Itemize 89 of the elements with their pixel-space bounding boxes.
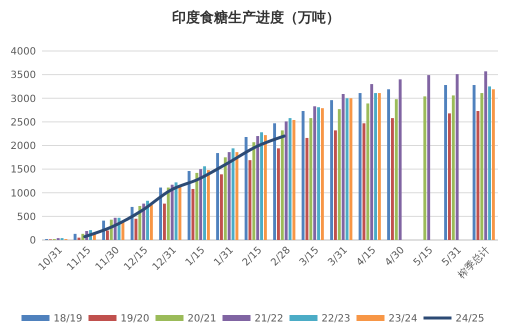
bar [216,153,220,240]
bar [178,186,182,240]
bar [342,94,345,240]
bar [142,204,146,240]
bar [366,103,370,240]
y-tick-label: 3500 [10,70,36,82]
bar [358,93,362,240]
bar [288,118,292,240]
bar [166,188,170,240]
bar [448,113,451,240]
bar [174,182,178,240]
legend-label: 24/25 [456,314,484,324]
bar [306,138,308,240]
bar [394,99,398,240]
bar [203,166,206,240]
legend-label: 18/19 [54,314,82,324]
bar [370,84,374,240]
bar [273,123,276,240]
bar [476,111,480,240]
bar [220,174,223,240]
bar [163,204,166,240]
bar [188,171,191,240]
y-tick-label: 2000 [10,141,36,152]
bar [138,206,142,240]
bar [423,96,426,240]
y-tick-label: 3000 [10,94,36,105]
bar [378,93,381,240]
bar [199,169,202,240]
bar [228,152,231,240]
bar [192,188,194,240]
bar [456,74,459,240]
bar [346,98,348,240]
bar [159,188,162,240]
bar [330,100,334,240]
bar [277,148,280,240]
bar [206,170,210,240]
bar [284,121,288,240]
bar [292,120,296,240]
bar [195,172,198,240]
bar [256,136,260,240]
bar [480,93,484,240]
line-series [83,134,286,238]
y-tick-label: 4000 [10,46,36,58]
legend-label: 23/24 [388,314,418,324]
bar [252,142,256,240]
bar [488,86,491,240]
bar [235,152,238,240]
y-tick-label: 500 [16,212,36,223]
y-tick-label: 1000 [10,188,36,200]
bar [244,136,248,240]
bar [260,132,263,240]
bar [150,205,153,240]
bar [74,234,77,240]
bar [387,89,390,240]
bar [232,148,234,240]
bar [472,85,476,240]
bar [317,107,320,240]
bar [362,123,366,240]
legend-label: 22/23 [322,314,350,324]
bar [349,98,352,240]
bar [170,184,174,240]
bar [320,108,324,240]
y-tick-label: 1500 [10,164,36,176]
bar [374,93,377,240]
bar [134,218,138,240]
y-tick-label: 0 [30,236,36,246]
bar [484,71,488,240]
bar [302,111,305,240]
chart-title: 印度食糖生产进度（万吨） [172,9,340,26]
legend-label: 19/20 [120,314,150,324]
bar [224,157,227,240]
y-tick-label: 2500 [10,117,36,128]
bar [334,130,337,240]
bar [444,85,448,240]
legend-label: 20/21 [188,314,216,324]
bar [313,106,316,240]
bar [338,109,341,240]
bar [492,89,495,240]
bar [452,95,455,240]
legend-label: 21/22 [254,314,284,324]
bar [248,160,252,240]
bar [398,79,402,240]
bar [146,200,149,240]
bar [309,118,312,240]
bar [280,130,284,240]
bar [106,230,109,240]
bar [427,75,430,240]
bar [264,135,267,240]
bar [391,118,394,240]
